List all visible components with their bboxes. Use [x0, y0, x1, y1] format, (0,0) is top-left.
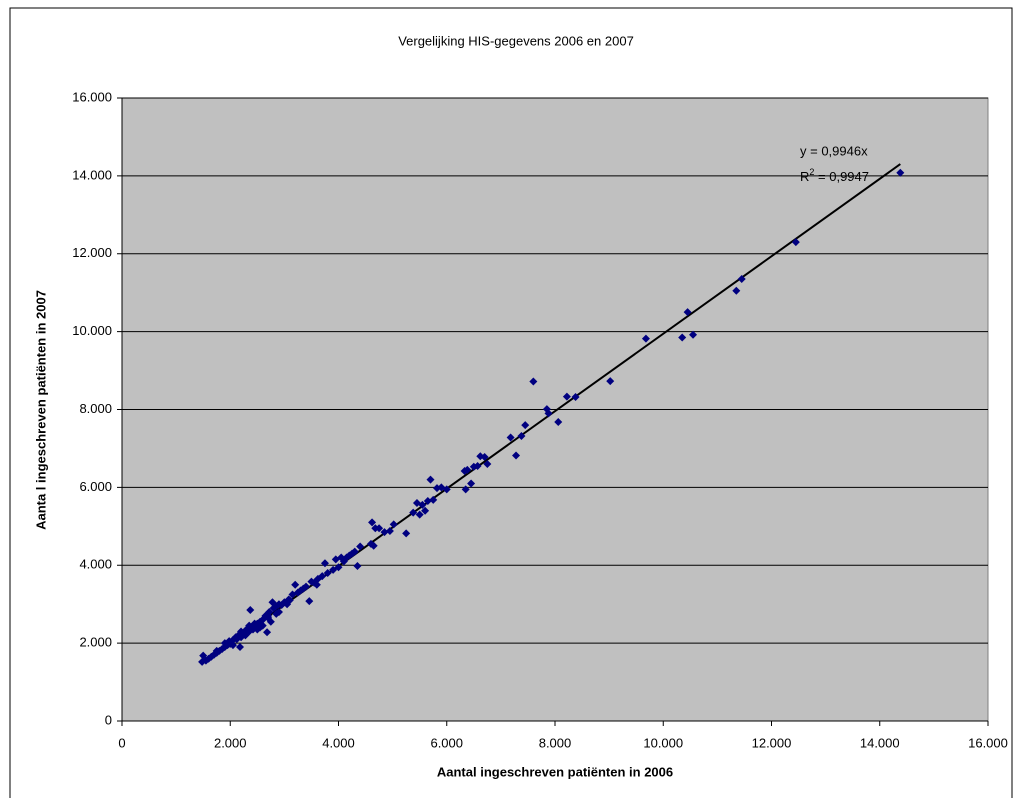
data-point	[272, 609, 281, 618]
data-point	[689, 330, 698, 339]
data-point	[467, 479, 476, 488]
y-tick-label: 4.000	[79, 557, 112, 572]
y-tick-label: 14.000	[72, 167, 112, 182]
data-point	[791, 238, 800, 247]
y-tick-label: 0	[105, 712, 112, 727]
data-point	[320, 559, 329, 568]
data-point	[220, 639, 229, 648]
r2-base: R	[800, 169, 809, 184]
x-tick-label: 4.000	[322, 735, 355, 750]
data-point	[263, 628, 272, 637]
y-tick-label: 6.000	[79, 479, 112, 494]
data-point	[334, 563, 343, 572]
data-point	[329, 565, 338, 574]
data-point	[529, 377, 538, 386]
data-point	[606, 377, 615, 386]
y-tick-label: 10.000	[72, 323, 112, 338]
data-point	[250, 619, 259, 628]
y-tick-label: 16.000	[72, 89, 112, 104]
data-point	[512, 451, 521, 460]
y-tick-label: 12.000	[72, 245, 112, 260]
data-point	[368, 518, 377, 527]
data-point	[198, 657, 207, 666]
data-point	[426, 475, 435, 484]
x-axis-title: Aantal ingeschreven patiënten in 2006	[437, 764, 673, 779]
data-point	[212, 646, 221, 655]
data-point	[571, 393, 580, 402]
data-point	[517, 431, 526, 440]
data-point	[288, 590, 297, 599]
data-point	[389, 520, 398, 529]
data-point	[264, 611, 273, 620]
x-tick-label: 2.000	[214, 735, 247, 750]
x-tick-label: 14.000	[860, 735, 900, 750]
data-point	[433, 484, 442, 493]
data-point	[299, 584, 308, 593]
data-point	[483, 460, 492, 469]
data-point	[506, 433, 515, 442]
data-point	[305, 597, 314, 606]
data-point	[307, 577, 316, 586]
data-point	[476, 452, 485, 461]
data-point	[544, 409, 553, 418]
data-point	[415, 510, 424, 519]
data-point	[237, 627, 246, 636]
data-point	[291, 580, 300, 589]
data-point	[521, 421, 530, 430]
x-tick-label: 10.000	[643, 735, 683, 750]
data-point	[683, 308, 692, 317]
r2-sup: 2	[809, 167, 814, 177]
data-point	[380, 528, 389, 537]
chart-title: Vergelijking HIS-gegevens 2006 en 2007	[398, 33, 634, 48]
data-point	[312, 580, 321, 589]
data-point	[269, 604, 278, 613]
x-tick-label: 6.000	[430, 735, 463, 750]
data-point	[246, 606, 255, 615]
data-point	[678, 333, 687, 342]
data-point	[283, 600, 292, 609]
x-tick-label: 0	[118, 735, 125, 750]
data-point	[562, 392, 571, 401]
data-point	[412, 498, 421, 507]
data-point	[199, 651, 208, 660]
data-point	[641, 334, 650, 343]
data-point	[461, 485, 470, 494]
data-point	[421, 506, 430, 515]
data-point	[469, 462, 478, 471]
data-point	[345, 551, 354, 560]
data-point	[409, 508, 418, 517]
x-tick-label: 8.000	[539, 735, 572, 750]
data-point	[356, 542, 365, 551]
data-point	[554, 417, 563, 426]
data-point	[371, 524, 380, 533]
x-tick-label: 16.000	[968, 735, 1008, 750]
data-point	[896, 168, 905, 177]
data-point	[463, 465, 472, 474]
data-point	[385, 526, 394, 535]
data-point	[235, 643, 244, 652]
y-axis-title: Aanta l ingeschreven patiënten in 2007	[33, 290, 48, 530]
y-tick-label: 8.000	[79, 401, 112, 416]
data-point	[253, 625, 262, 634]
data-point	[353, 562, 362, 571]
data-point	[732, 286, 741, 295]
data-point	[323, 569, 332, 578]
data-point	[369, 541, 378, 550]
x-tick-label: 12.000	[752, 735, 792, 750]
data-point	[331, 555, 340, 564]
trendline-r2: R2 = 0,9947	[800, 167, 869, 184]
data-point	[402, 529, 411, 538]
data-point	[429, 495, 438, 504]
y-tick-label: 2.000	[79, 635, 112, 650]
data-point	[268, 598, 277, 607]
trendline-equation: y = 0,9946x	[800, 143, 868, 158]
r2-rest: = 0,9947	[814, 169, 869, 184]
data-point	[737, 275, 746, 284]
data-point	[423, 497, 432, 506]
data-point	[228, 641, 237, 650]
